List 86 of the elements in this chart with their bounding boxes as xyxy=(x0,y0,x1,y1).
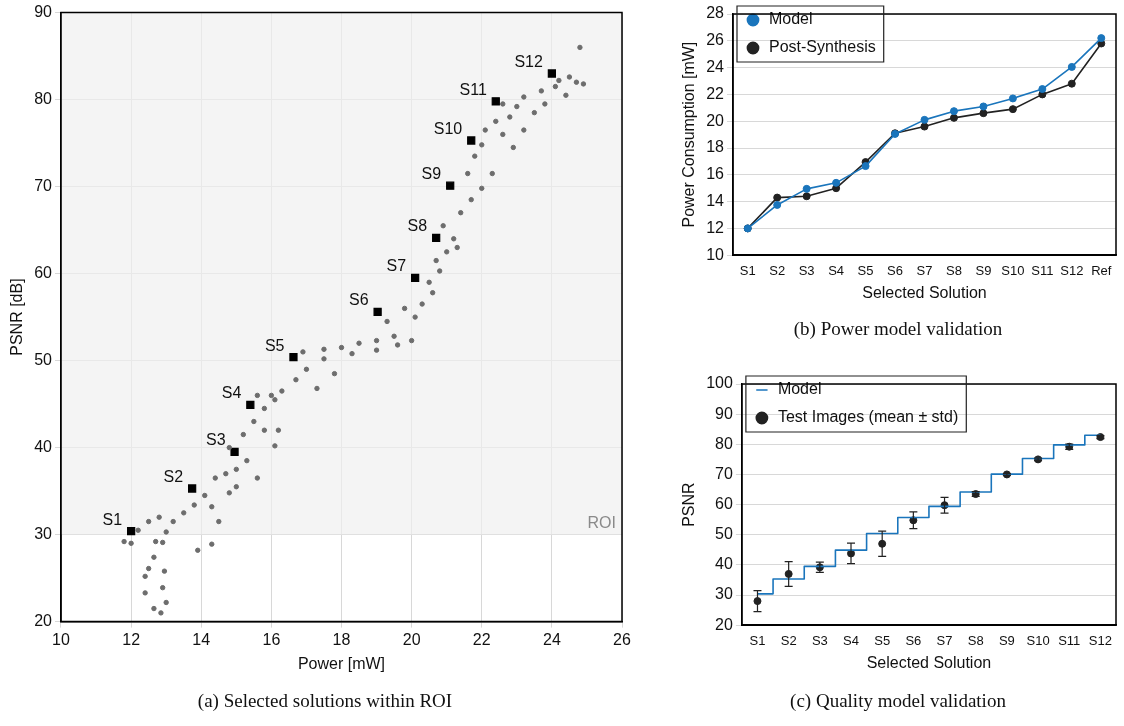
x-tick-label: 24 xyxy=(542,630,561,648)
y-tick-label: 30 xyxy=(34,525,53,543)
text: (b) Power model validation xyxy=(792,318,1004,340)
y-tick-label: 50 xyxy=(715,525,733,543)
y-tick-label: 16 xyxy=(706,165,725,183)
x-tick-label: 16 xyxy=(262,630,281,648)
data-label: S9 xyxy=(421,165,442,183)
x-tick-label: S1 xyxy=(749,632,766,648)
x-axis-title: Selected Solution xyxy=(866,653,992,671)
text: (a) Selected solutions within ROI xyxy=(196,690,454,712)
x-tick-label: S11 xyxy=(1031,262,1054,278)
data-label: S3 xyxy=(205,431,226,449)
y-tick-label: 30 xyxy=(715,585,733,603)
y-tick-label: 40 xyxy=(34,438,53,456)
y-tick-label: 60 xyxy=(34,264,53,282)
data-label: S8 xyxy=(407,217,428,235)
x-axis-title: Selected Solution xyxy=(862,283,987,301)
y-tick-label: 24 xyxy=(706,58,725,76)
x-tick-label: S4 xyxy=(843,632,859,648)
x-tick-label: S8 xyxy=(946,262,962,278)
x-tick-label: 22 xyxy=(472,630,491,648)
legend-label: Post-Synthesis xyxy=(769,38,876,56)
x-tick-label: S7 xyxy=(916,262,933,278)
x-tick-label: S2 xyxy=(769,262,786,278)
x-tick-label: 20 xyxy=(402,630,421,648)
y-tick-label: 20 xyxy=(34,612,53,630)
x-tick-label: S12 xyxy=(1060,262,1084,278)
x-axis-title: Power [mW] xyxy=(297,654,386,672)
y-axis-title: PSNR xyxy=(680,482,698,527)
x-tick-label: S11 xyxy=(1058,632,1081,648)
y-tick-label: 100 xyxy=(706,374,733,392)
y-tick-label: 14 xyxy=(706,192,725,210)
x-tick-label: S10 xyxy=(1001,262,1025,278)
x-tick-label: S3 xyxy=(798,262,815,278)
y-tick-label: 28 xyxy=(706,4,725,22)
y-tick-label: 80 xyxy=(34,90,53,108)
data-label: S2 xyxy=(163,467,184,485)
y-tick-label: 70 xyxy=(34,177,53,195)
y-tick-label: 10 xyxy=(706,245,725,263)
y-tick-label: 90 xyxy=(715,404,733,422)
data-label: S4 xyxy=(221,384,242,402)
band-label: ROI xyxy=(587,514,616,532)
text: (c) Quality model validation xyxy=(789,690,1007,712)
data-label: S11 xyxy=(459,80,487,98)
y-tick-label: 80 xyxy=(715,434,733,452)
data-label: S1 xyxy=(102,510,123,528)
x-tick-label: S3 xyxy=(811,632,828,648)
y-tick-label: 40 xyxy=(715,555,733,573)
data-label: S12 xyxy=(514,52,543,70)
x-tick-label: S9 xyxy=(975,262,992,278)
y-tick-label: 70 xyxy=(715,464,733,482)
y-tick-label: 26 xyxy=(706,31,725,49)
y-axis-title: Power Consumption [mW] xyxy=(680,41,698,228)
x-tick-label: Ref xyxy=(1091,262,1112,278)
data-label: S6 xyxy=(349,291,369,309)
x-tick-label: 10 xyxy=(52,630,70,648)
x-tick-label: S4 xyxy=(828,262,845,278)
x-tick-label: S10 xyxy=(1026,632,1050,648)
legend-label: Model xyxy=(777,380,822,398)
x-tick-label: 18 xyxy=(332,630,351,648)
y-tick-label: 12 xyxy=(706,218,725,236)
y-tick-label: 22 xyxy=(706,84,725,102)
x-tick-label: S1 xyxy=(739,262,756,278)
y-tick-label: 20 xyxy=(706,111,725,129)
x-tick-label: S6 xyxy=(887,262,903,278)
y-tick-label: 90 xyxy=(34,3,53,21)
x-tick-label: 12 xyxy=(122,630,141,648)
x-tick-label: 26 xyxy=(613,630,631,648)
y-tick-label: 20 xyxy=(715,615,733,633)
x-tick-label: S7 xyxy=(936,632,953,648)
y-axis-title: PSNR [dB] xyxy=(8,278,26,356)
data-label: S5 xyxy=(264,336,285,354)
x-tick-label: 14 xyxy=(192,630,211,648)
x-tick-label: S5 xyxy=(874,632,891,648)
y-tick-label: 50 xyxy=(34,351,53,369)
data-label: S10 xyxy=(433,119,463,137)
y-tick-label: 60 xyxy=(715,495,733,513)
x-tick-label: S12 xyxy=(1088,632,1112,648)
x-tick-label: S6 xyxy=(905,632,922,648)
legend-label: Test Images (mean ± std) xyxy=(777,408,959,426)
x-tick-label: S8 xyxy=(967,632,984,648)
x-tick-label: S9 xyxy=(998,632,1015,648)
x-tick-label: S5 xyxy=(857,262,874,278)
x-tick-label: S2 xyxy=(780,632,797,648)
y-tick-label: 18 xyxy=(706,138,725,156)
legend-label: Model xyxy=(769,10,813,28)
